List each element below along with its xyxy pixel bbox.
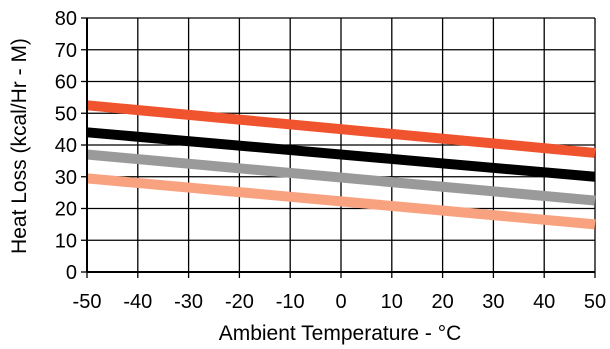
y-tick-label: 60: [55, 72, 77, 94]
series-line-4: [86, 173, 596, 230]
y-tick-label: 40: [55, 135, 77, 157]
x-tick-label: -50: [73, 291, 102, 313]
x-tick-label: -40: [123, 291, 152, 313]
x-tick-label: -10: [276, 291, 305, 313]
x-tick-label: 0: [335, 291, 346, 313]
series-line-3: [86, 149, 596, 206]
series-line-2: [86, 127, 596, 182]
series-line-1: [86, 100, 596, 158]
y-tick-label: 50: [55, 103, 77, 125]
y-tick-label: 20: [55, 199, 77, 221]
x-tick-label: -20: [225, 291, 254, 313]
x-tick-label: 10: [381, 291, 403, 313]
y-tick-label: 30: [55, 167, 77, 189]
x-tick-label: 40: [533, 291, 555, 313]
x-tick-label: 20: [431, 291, 453, 313]
y-axis-title: Heat Loss (kcal/Hr - M): [8, 38, 31, 254]
y-tick-labels: 0 10 20 30 40 50 60 70 80: [55, 8, 77, 284]
y-tick-label: 10: [55, 230, 77, 252]
y-tick-label: 0: [66, 262, 77, 284]
x-tick-labels: -50 -40 -30 -20 -10 0 10 20 30 40 50: [73, 291, 607, 313]
x-tick-label: 30: [482, 291, 504, 313]
x-axis-title: Ambient Temperature - °C: [219, 322, 462, 345]
x-tick-label: 50: [584, 291, 606, 313]
x-tick-label: -30: [174, 291, 203, 313]
y-tick-label: 80: [55, 8, 77, 30]
series-lines: [86, 100, 596, 230]
y-tick-label: 70: [55, 40, 77, 62]
axes: [81, 17, 596, 278]
